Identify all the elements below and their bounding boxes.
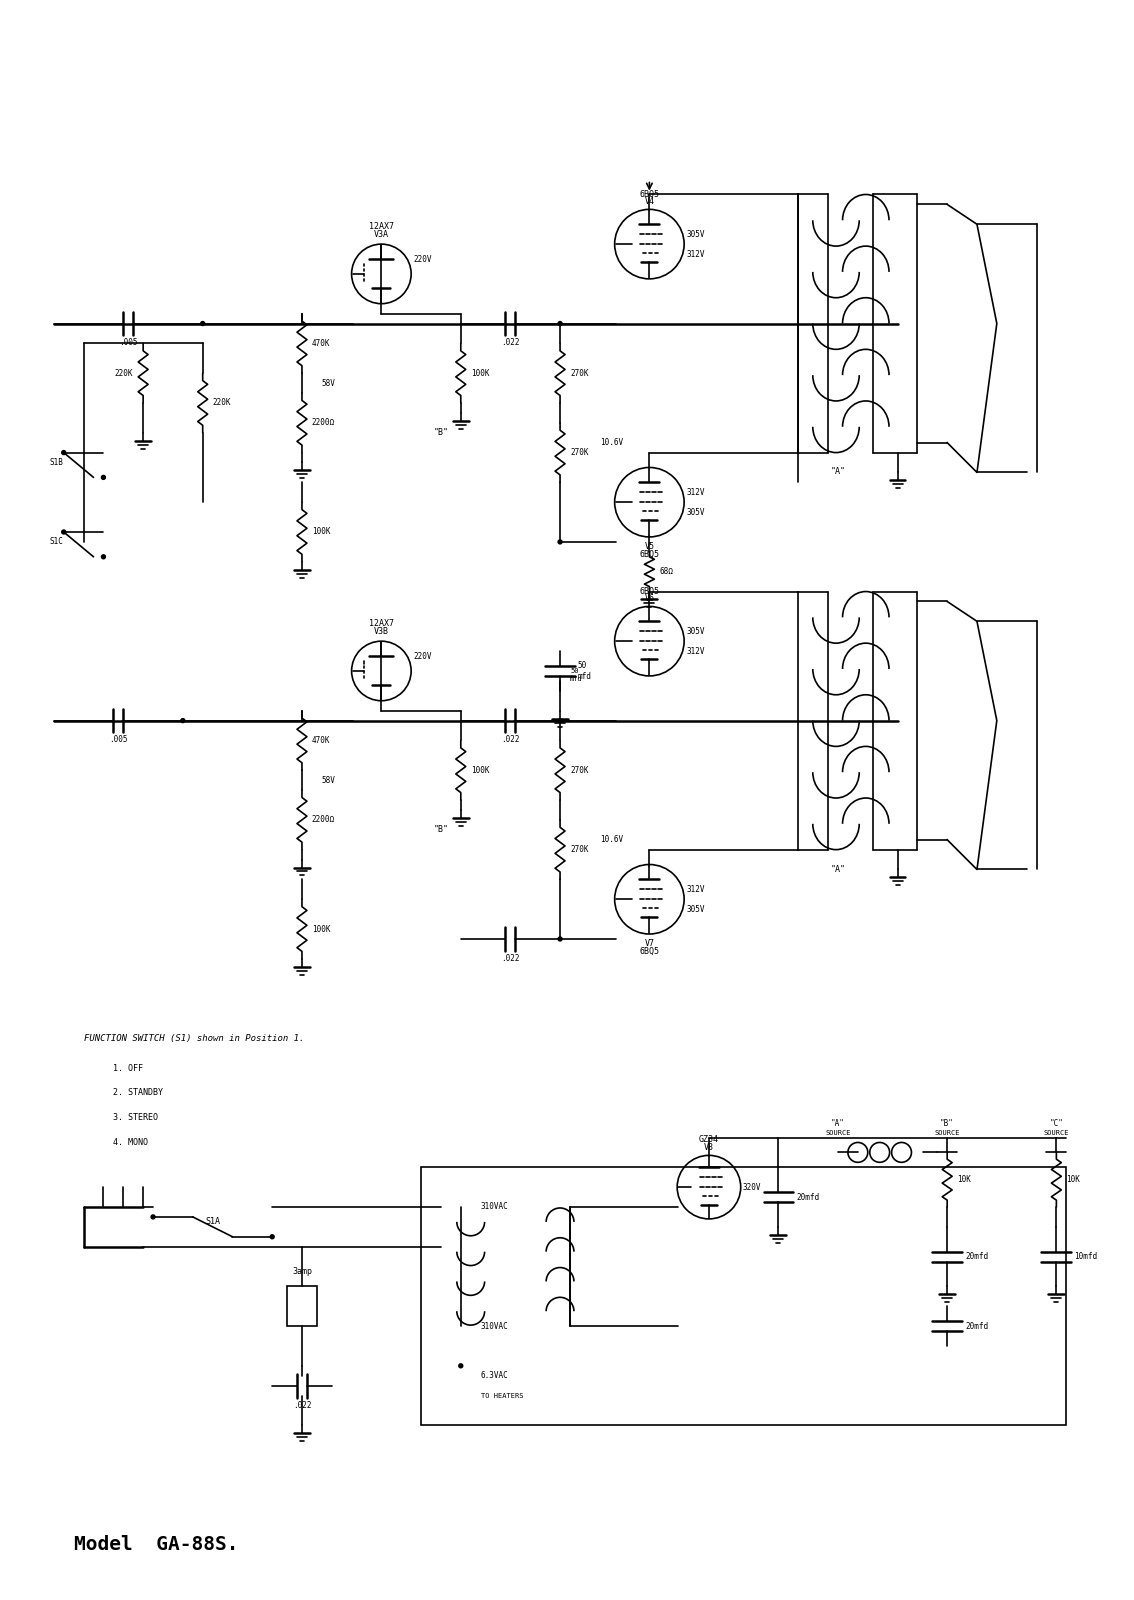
Text: V4: V4 bbox=[644, 197, 654, 206]
Circle shape bbox=[558, 718, 562, 723]
Text: 20mfd: 20mfd bbox=[796, 1192, 820, 1202]
Text: 310VAC: 310VAC bbox=[481, 1322, 508, 1331]
Circle shape bbox=[151, 1214, 155, 1219]
Text: 305V: 305V bbox=[686, 904, 704, 914]
Text: "A": "A" bbox=[830, 864, 846, 874]
Text: 6BQ5: 6BQ5 bbox=[640, 587, 659, 595]
Text: 310VAC: 310VAC bbox=[481, 1203, 508, 1211]
Text: 58V: 58V bbox=[322, 379, 336, 387]
Text: 10.6V: 10.6V bbox=[600, 438, 623, 446]
Text: 2200Ω: 2200Ω bbox=[312, 816, 335, 824]
Text: 312V: 312V bbox=[686, 250, 704, 259]
Text: 10mfd: 10mfd bbox=[1074, 1253, 1098, 1261]
Text: 100K: 100K bbox=[312, 528, 330, 536]
Text: .022: .022 bbox=[501, 339, 519, 347]
Text: V3B: V3B bbox=[374, 627, 389, 637]
Text: "B": "B" bbox=[940, 1118, 954, 1128]
Text: SOURCE: SOURCE bbox=[934, 1130, 960, 1136]
Text: 305V: 305V bbox=[686, 230, 704, 238]
Text: 6BQ5: 6BQ5 bbox=[640, 189, 659, 198]
Text: 10K: 10K bbox=[957, 1174, 971, 1184]
Text: 312V: 312V bbox=[686, 885, 704, 894]
Bar bbox=[421, 1168, 1066, 1426]
Text: 20mfd: 20mfd bbox=[965, 1253, 988, 1261]
Text: "B": "B" bbox=[433, 826, 448, 834]
Text: S1A: S1A bbox=[205, 1218, 220, 1226]
Text: Model  GA-88S.: Model GA-88S. bbox=[74, 1534, 238, 1554]
Text: 6.3VAC: 6.3VAC bbox=[481, 1371, 508, 1381]
Text: 6BQ5: 6BQ5 bbox=[640, 550, 659, 558]
Circle shape bbox=[101, 475, 105, 480]
Text: S1B: S1B bbox=[50, 458, 64, 467]
Text: 312V: 312V bbox=[686, 488, 704, 496]
Text: .005: .005 bbox=[109, 736, 127, 744]
Text: TO HEATERS: TO HEATERS bbox=[481, 1392, 523, 1398]
Text: 220V: 220V bbox=[413, 254, 432, 264]
Text: 12AX7: 12AX7 bbox=[369, 222, 393, 232]
Text: S1C: S1C bbox=[50, 538, 64, 547]
Text: 470K: 470K bbox=[312, 736, 330, 746]
Text: 3. STEREO: 3. STEREO bbox=[113, 1114, 159, 1122]
Text: 20mfd: 20mfd bbox=[965, 1322, 988, 1331]
Bar bbox=[287, 1286, 316, 1326]
Text: 10.6V: 10.6V bbox=[600, 835, 623, 845]
Text: 470K: 470K bbox=[312, 339, 330, 347]
Circle shape bbox=[558, 539, 562, 544]
Text: FUNCTION SWITCH (S1) shown in Position 1.: FUNCTION SWITCH (S1) shown in Position 1… bbox=[84, 1034, 304, 1043]
Text: 305V: 305V bbox=[686, 507, 704, 517]
Text: 270K: 270K bbox=[570, 368, 589, 378]
Circle shape bbox=[61, 530, 66, 534]
Circle shape bbox=[558, 938, 562, 941]
Text: 50: 50 bbox=[570, 667, 578, 674]
Text: "A": "A" bbox=[831, 1118, 845, 1128]
Text: 220K: 220K bbox=[212, 398, 231, 408]
Text: 3amp: 3amp bbox=[291, 1267, 312, 1275]
Text: V5: V5 bbox=[644, 542, 654, 550]
Circle shape bbox=[101, 555, 105, 558]
Text: 50
mfd: 50 mfd bbox=[578, 661, 592, 680]
Text: SOURCE: SOURCE bbox=[1043, 1130, 1069, 1136]
Text: 58V: 58V bbox=[322, 776, 336, 784]
Text: 4. MONO: 4. MONO bbox=[113, 1138, 149, 1147]
Text: V8: V8 bbox=[704, 1144, 714, 1152]
Text: 2. STANDBY: 2. STANDBY bbox=[113, 1088, 163, 1098]
Text: 68Ω: 68Ω bbox=[659, 566, 674, 576]
Text: 320V: 320V bbox=[743, 1182, 761, 1192]
Text: 6BQ5: 6BQ5 bbox=[640, 947, 659, 955]
Text: "B": "B" bbox=[433, 427, 448, 437]
Text: "A": "A" bbox=[830, 467, 846, 477]
Text: 12AX7: 12AX7 bbox=[369, 619, 393, 629]
Text: 305V: 305V bbox=[686, 627, 704, 635]
Text: 270K: 270K bbox=[570, 845, 589, 854]
Text: 1. OFF: 1. OFF bbox=[113, 1064, 143, 1072]
Text: 220V: 220V bbox=[413, 651, 432, 661]
Text: V6: V6 bbox=[644, 595, 654, 603]
Text: V7: V7 bbox=[644, 939, 654, 947]
Circle shape bbox=[558, 322, 562, 325]
Text: 100K: 100K bbox=[312, 925, 330, 933]
Text: V3A: V3A bbox=[374, 230, 389, 238]
Circle shape bbox=[270, 1235, 274, 1238]
Text: 312V: 312V bbox=[686, 646, 704, 656]
Text: 270K: 270K bbox=[570, 766, 589, 774]
Text: 100K: 100K bbox=[471, 766, 489, 774]
Text: 270K: 270K bbox=[570, 448, 589, 458]
Circle shape bbox=[61, 451, 66, 454]
Text: .005: .005 bbox=[119, 339, 137, 347]
Text: "C": "C" bbox=[1049, 1118, 1064, 1128]
Circle shape bbox=[201, 322, 204, 325]
Circle shape bbox=[180, 718, 185, 723]
Text: 100K: 100K bbox=[471, 368, 489, 378]
Text: .022: .022 bbox=[501, 736, 519, 744]
Text: .022: .022 bbox=[501, 954, 519, 963]
Text: 2200Ω: 2200Ω bbox=[312, 418, 335, 427]
Text: 220K: 220K bbox=[115, 368, 133, 378]
Text: SOURCE: SOURCE bbox=[826, 1130, 850, 1136]
Text: 10K: 10K bbox=[1066, 1174, 1081, 1184]
Text: GZ34: GZ34 bbox=[699, 1136, 719, 1144]
Text: mfd: mfd bbox=[570, 675, 583, 682]
Text: .022: .022 bbox=[293, 1400, 311, 1410]
Circle shape bbox=[459, 1363, 463, 1368]
